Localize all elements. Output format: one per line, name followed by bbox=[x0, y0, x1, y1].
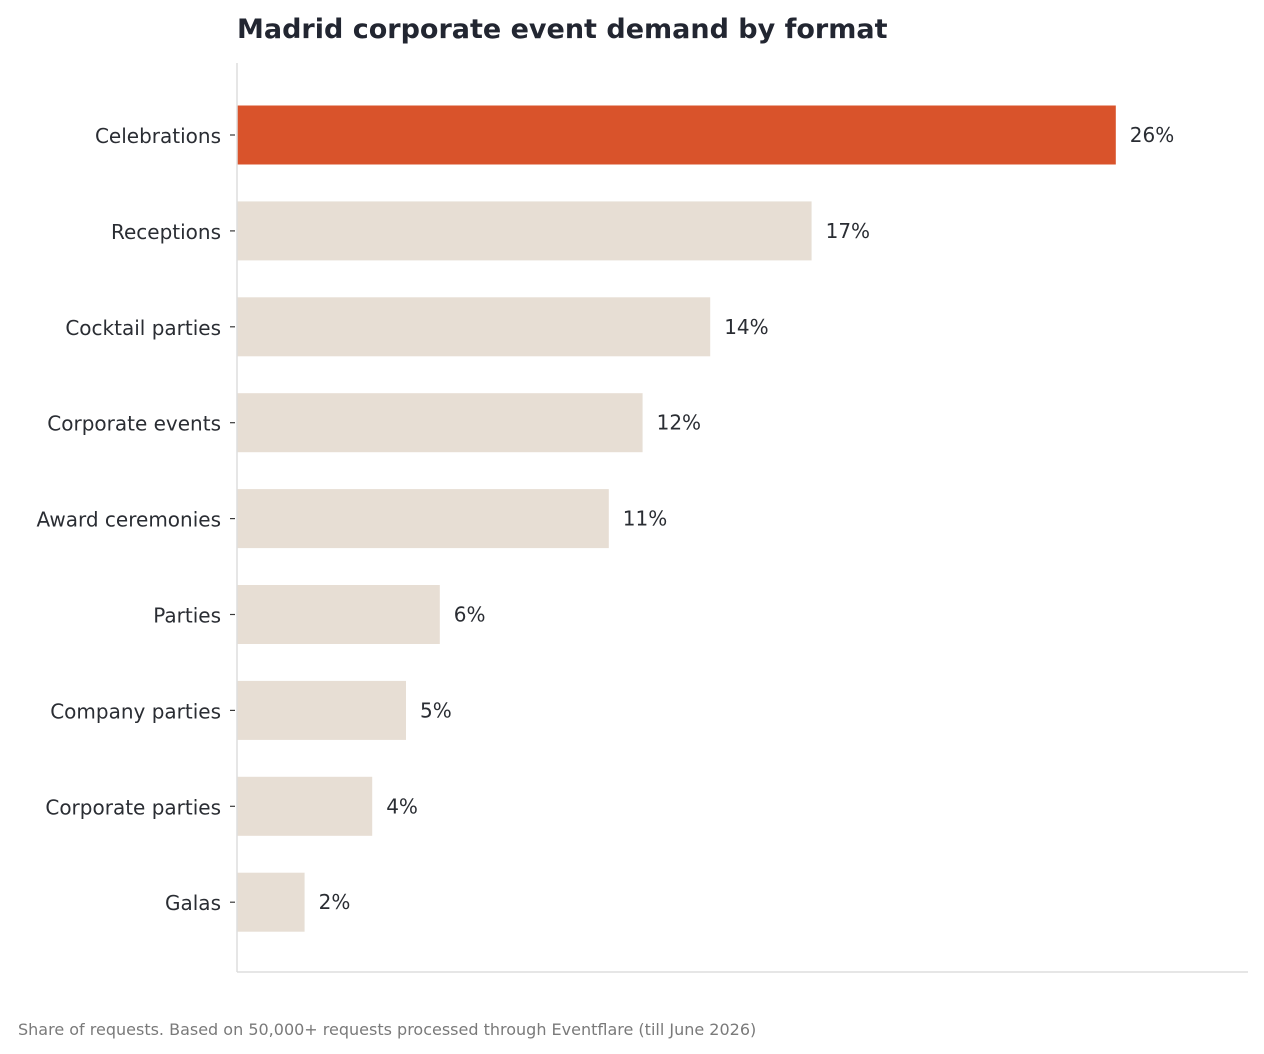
category-label: Galas bbox=[165, 891, 221, 915]
category-label: Corporate events bbox=[47, 412, 221, 436]
value-label: 4% bbox=[386, 794, 418, 818]
bar-parties bbox=[237, 585, 440, 644]
bar-celebrations bbox=[237, 105, 1116, 165]
bar-galas bbox=[237, 872, 305, 932]
category-label: Receptions bbox=[111, 220, 221, 244]
category-label: Company parties bbox=[50, 699, 221, 723]
value-label: 6% bbox=[454, 603, 486, 627]
value-label: 14% bbox=[724, 315, 768, 339]
bar-company-parties bbox=[237, 680, 406, 740]
chart-footnote: Share of requests. Based on 50,000+ requ… bbox=[18, 1020, 756, 1039]
bar-award-ceremonies bbox=[237, 489, 609, 549]
value-label: 12% bbox=[657, 411, 701, 435]
bar-cocktail-parties bbox=[237, 297, 711, 357]
bar-corporate-parties bbox=[237, 776, 373, 836]
category-label: Celebrations bbox=[95, 124, 221, 148]
value-label: 17% bbox=[826, 219, 870, 243]
value-label: 5% bbox=[420, 698, 452, 722]
bars-group: Celebrations 26% Receptions 17% Cocktail par… bbox=[37, 105, 1174, 932]
axes-group bbox=[236, 63, 1248, 973]
category-label: Award ceremonies bbox=[37, 508, 221, 532]
category-label: Corporate parties bbox=[45, 795, 221, 819]
category-label: Parties bbox=[153, 604, 221, 628]
bar-corporate-events bbox=[237, 393, 643, 453]
category-label: Cocktail parties bbox=[65, 316, 221, 340]
value-label: 2% bbox=[319, 890, 351, 914]
bar-receptions bbox=[237, 201, 812, 261]
chart-title: Madrid corporate event demand by format bbox=[237, 14, 888, 45]
value-label: 26% bbox=[1130, 123, 1174, 147]
value-label: 11% bbox=[623, 507, 667, 531]
